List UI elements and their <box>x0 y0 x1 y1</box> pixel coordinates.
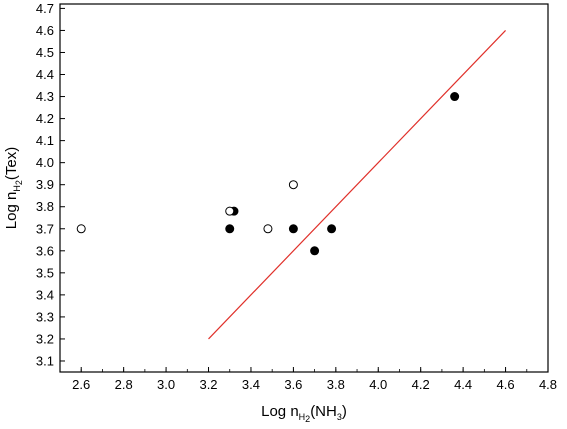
y-axis-title-prefix: Log n <box>3 192 20 230</box>
fit-line <box>208 30 506 340</box>
y-tick-label: 4.5 <box>36 45 54 60</box>
y-tick-label: 3.3 <box>36 309 54 324</box>
y-tick-label: 4.7 <box>36 1 54 16</box>
data-point-filled <box>327 224 337 234</box>
y-tick-label: 3.4 <box>36 287 54 302</box>
y-axis-title-sub: H <box>12 185 22 192</box>
x-tick-label: 2.8 <box>115 377 133 392</box>
y-tick-label: 4.2 <box>36 111 54 126</box>
x-tick-label: 3.2 <box>199 377 217 392</box>
y-tick-label: 3.6 <box>36 243 54 258</box>
data-points <box>76 92 460 256</box>
y-tick-label: 3.9 <box>36 177 54 192</box>
x-axis-title-nh3-sub: 3 <box>337 412 342 422</box>
y-tick-label: 3.8 <box>36 199 54 214</box>
y-tick-label: 4.0 <box>36 155 54 170</box>
y-tick-label: 3.2 <box>36 331 54 346</box>
y-tick-label: 4.1 <box>36 133 54 148</box>
x-tick-label: 4.8 <box>539 377 557 392</box>
y-axis-title-sub2: 2 <box>14 180 24 185</box>
x-tick-label: 3.6 <box>284 377 302 392</box>
data-point-open <box>263 224 273 234</box>
y-tick-label: 3.1 <box>36 353 54 368</box>
y-tick-label: 4.6 <box>36 23 54 38</box>
y-axis-title: Log nH2(Tex) <box>3 147 24 229</box>
y-tick-label: 3.7 <box>36 221 54 236</box>
plot-frame <box>59 3 549 373</box>
x-axis-title: Log nH2(NH3) <box>261 403 347 424</box>
x-tick-label: 4.0 <box>369 377 387 392</box>
x-tick-label: 3.4 <box>242 377 260 392</box>
x-axis-ticks: 2.6 2.8 3.0 3.2 3.4 3.6 3.8 4.0 4.2 4.4 4.6 4.8 <box>59 367 557 392</box>
data-point-open <box>225 206 235 216</box>
x-axis-title-sub2: 2 <box>305 414 310 424</box>
y-tick-label: 4.3 <box>36 89 54 104</box>
x-axis-title-close: ) <box>342 403 347 420</box>
y-tick-label: 3.5 <box>36 265 54 280</box>
data-point-filled <box>450 92 460 102</box>
y-axis-title-suffix: (Tex) <box>3 147 20 180</box>
x-axis-title-sub: H <box>299 412 306 422</box>
data-point-open <box>288 180 298 190</box>
x-tick-label: 4.6 <box>497 377 515 392</box>
y-axis-ticks: 3.1 3.2 3.3 3.4 3.5 3.6 3.7 3.8 3.9 4.0 4.1 4.2 4.3 4… <box>36 1 65 368</box>
x-axis-title-prefix: Log n <box>261 403 299 420</box>
x-tick-label: 4.4 <box>454 377 472 392</box>
x-tick-label: 4.2 <box>412 377 430 392</box>
y-tick-label: 4.4 <box>36 67 54 82</box>
data-point-filled <box>288 224 298 234</box>
x-axis-title-open: (NH <box>310 403 337 420</box>
data-point-filled <box>225 224 235 234</box>
x-tick-label: 3.8 <box>327 377 345 392</box>
x-tick-label: 2.6 <box>72 377 90 392</box>
fit-line-group <box>208 30 506 340</box>
data-point-filled <box>310 246 320 256</box>
data-point-open <box>76 224 86 234</box>
x-tick-label: 3.0 <box>157 377 175 392</box>
